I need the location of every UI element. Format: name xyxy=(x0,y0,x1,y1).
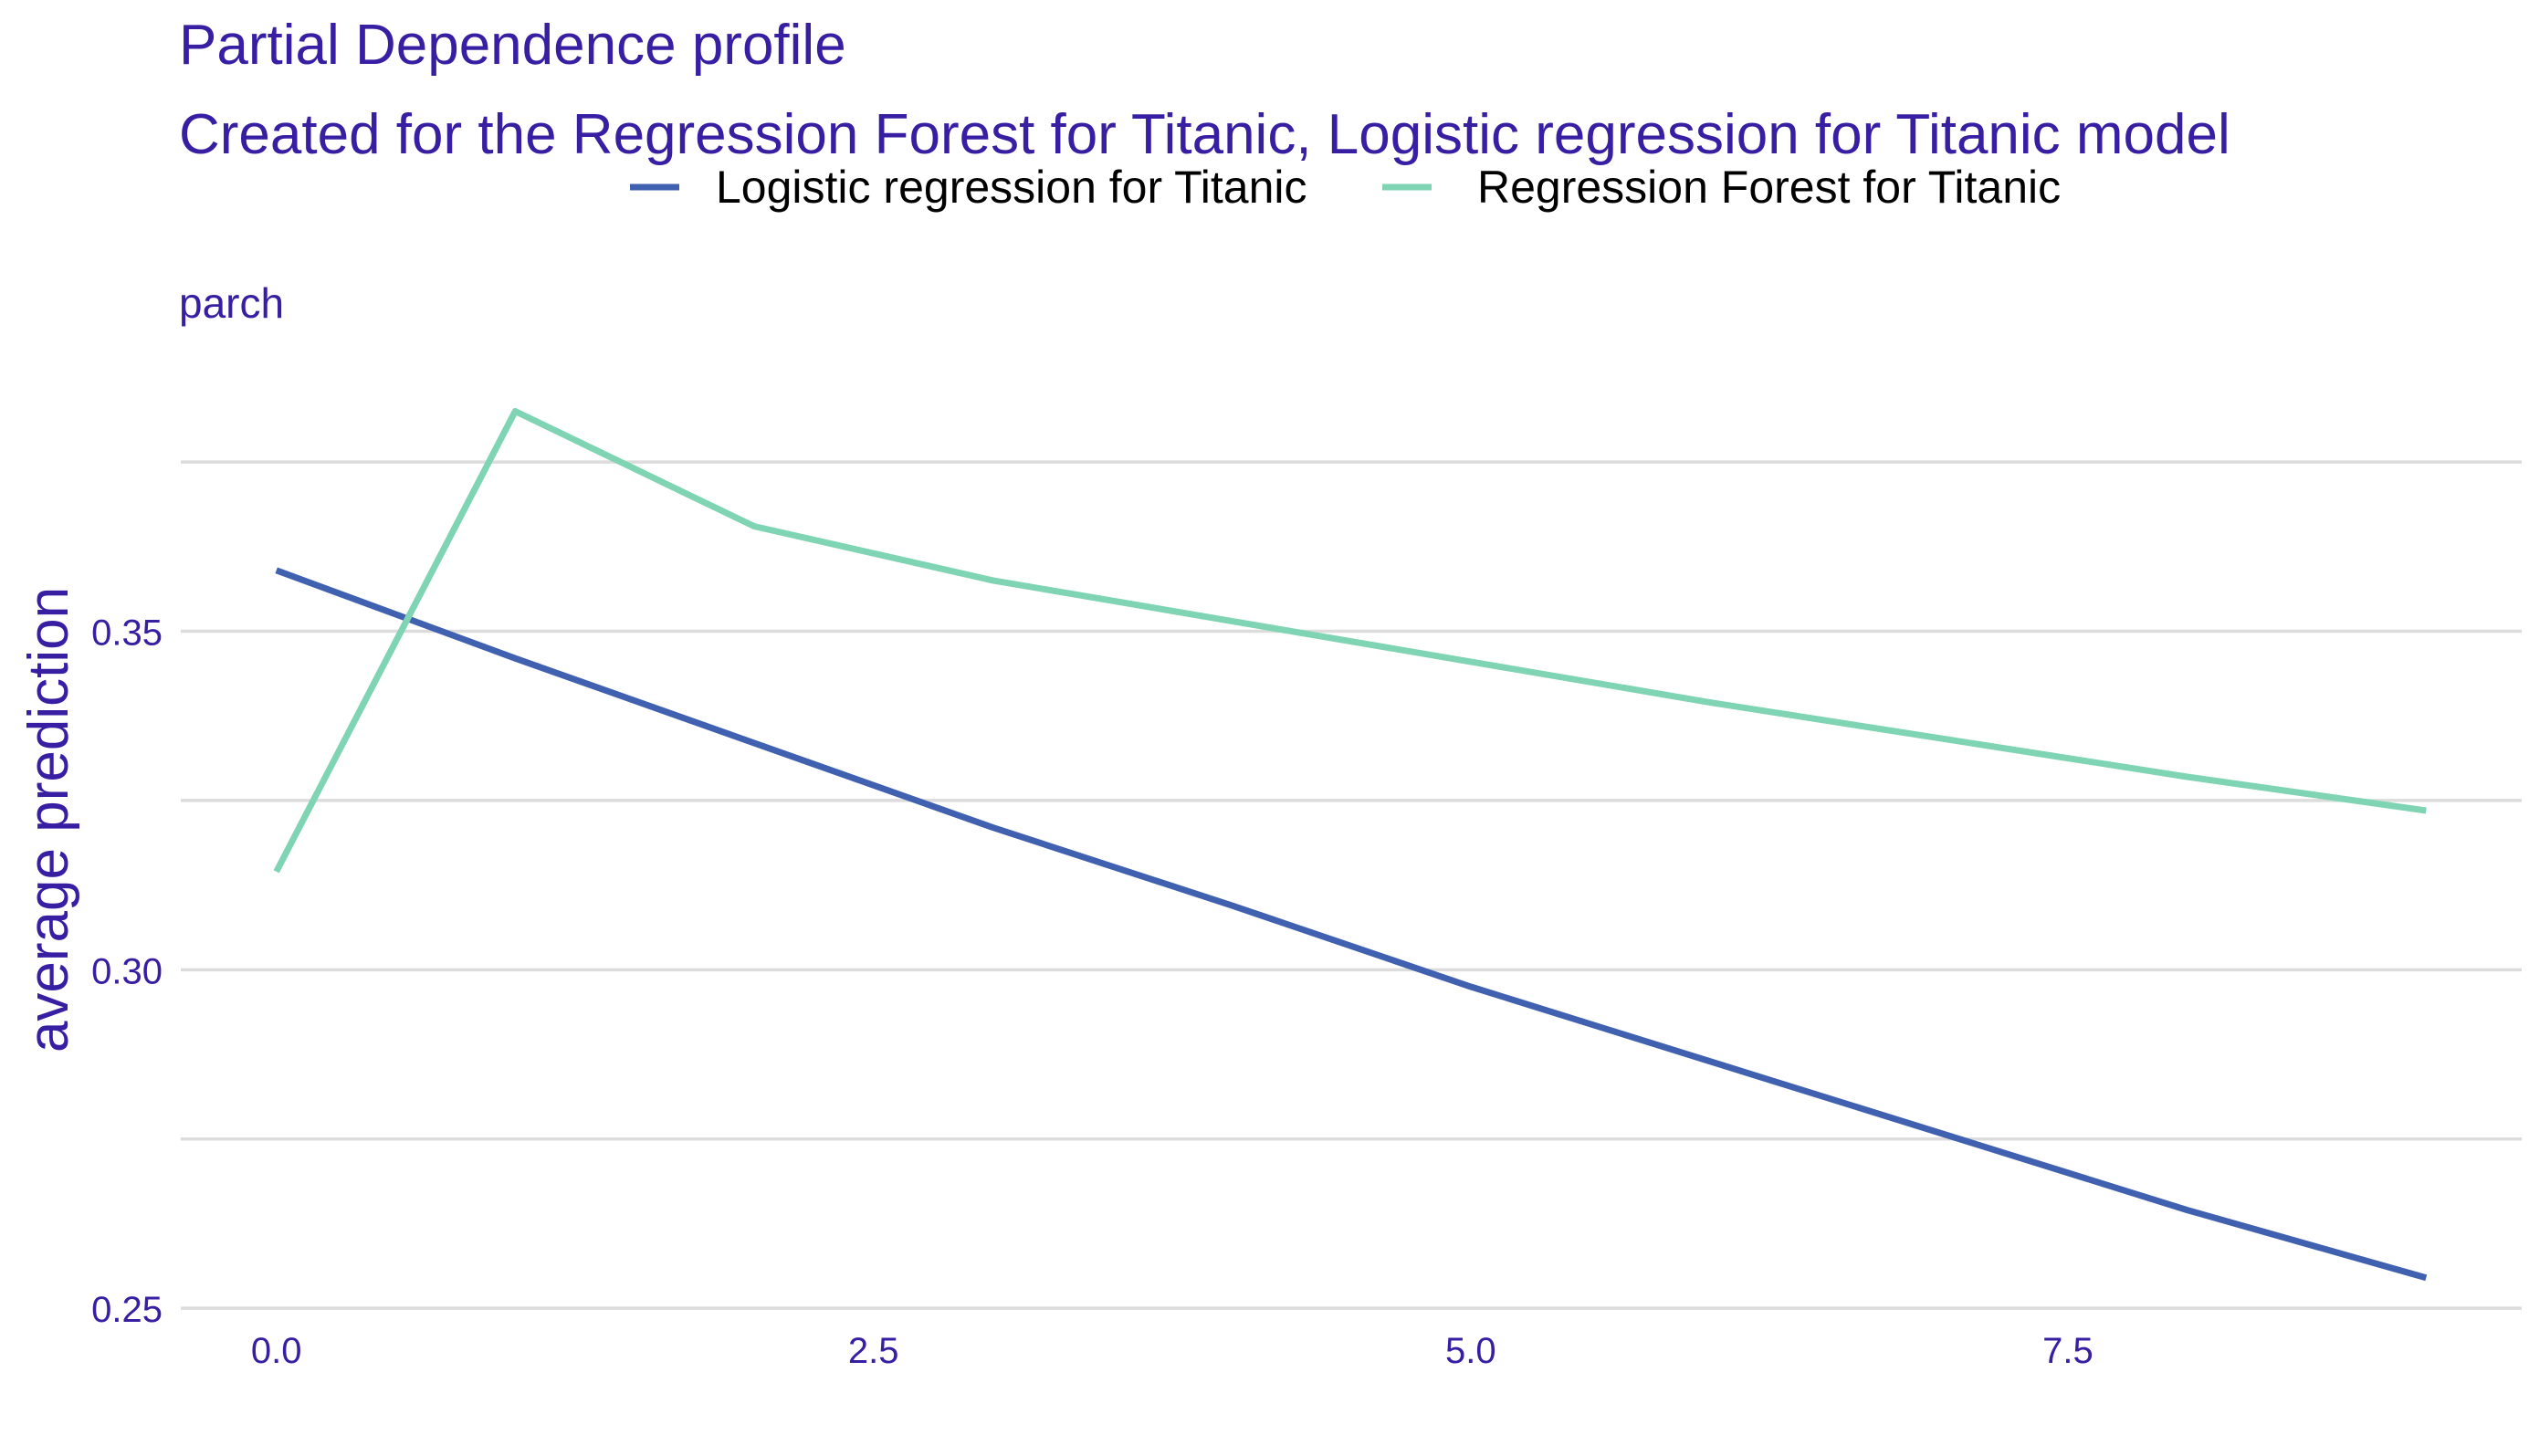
panel-label: parch xyxy=(179,279,284,327)
x-tick-label: 7.5 xyxy=(2042,1331,2094,1371)
x-tick-label: 5.0 xyxy=(1445,1331,1496,1371)
y-tick-label: 0.35 xyxy=(91,613,163,654)
y-tick-label: 0.25 xyxy=(91,1290,163,1330)
chart-subtitle: Created for the Regression Forest for Ti… xyxy=(179,103,2230,166)
x-tick-label: 0.0 xyxy=(251,1331,302,1371)
series-line-forest xyxy=(273,408,2427,874)
gridlines xyxy=(181,460,2522,1310)
plot-series xyxy=(273,408,2428,1282)
series-line-logistic xyxy=(275,567,2428,1282)
y-axis-ticks: 0.25 0.30 0.35 xyxy=(91,613,163,1331)
chart-title: Partial Dependence profile xyxy=(179,14,846,77)
x-tick-label: 2.5 xyxy=(848,1331,899,1371)
y-tick-label: 0.30 xyxy=(91,951,163,991)
y-axis-label: average prediction xyxy=(17,587,80,1053)
legend-label-forest: Regression Forest for Titanic xyxy=(1477,162,2061,213)
legend-label-logistic: Logistic regression for Titanic xyxy=(716,162,1307,213)
x-axis-ticks: 0.0 2.5 5.0 7.5 xyxy=(251,1331,2094,1371)
legend: Logistic regression for Titanic Regressi… xyxy=(630,162,2061,213)
